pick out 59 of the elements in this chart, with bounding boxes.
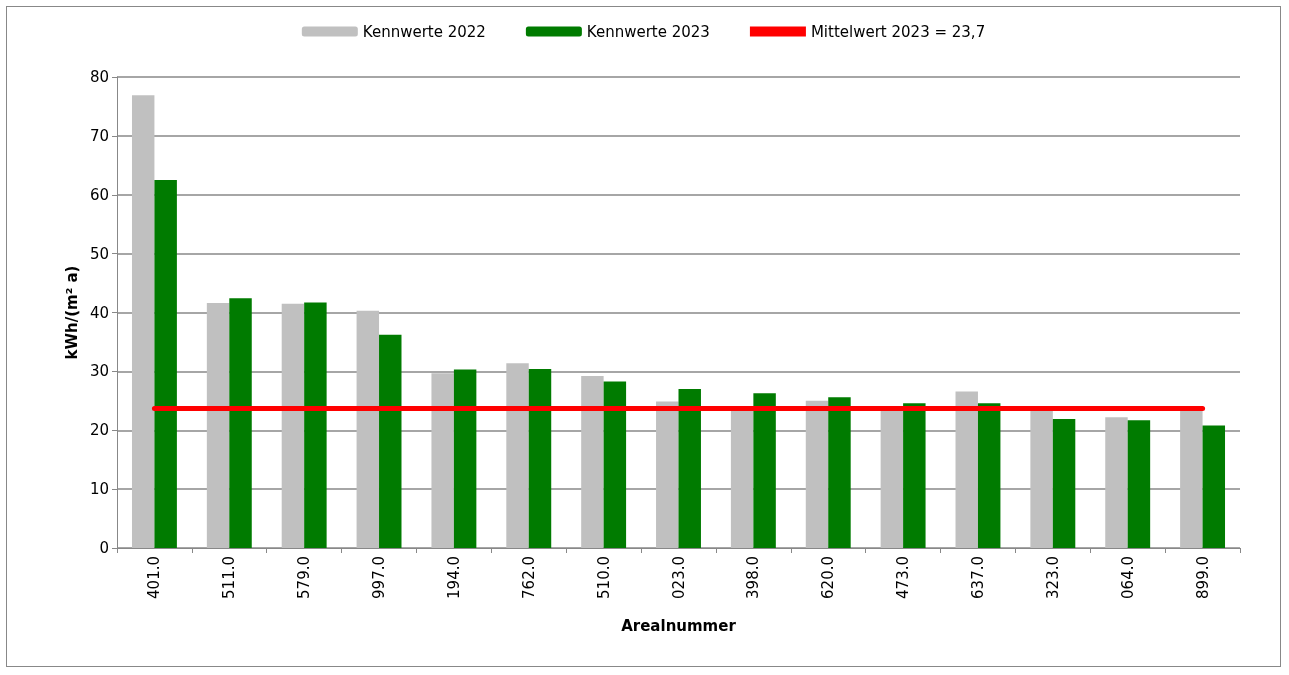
legend-label: Kennwerte 2022: [362, 22, 486, 41]
x-tick-label: 194.0: [444, 556, 463, 599]
y-tick-label: 50: [89, 244, 109, 263]
y-tick-label: 20: [89, 421, 109, 440]
bar: [1052, 419, 1076, 548]
bar: [431, 373, 454, 548]
bar: [955, 391, 978, 548]
bar: [506, 363, 529, 548]
bar: [1180, 409, 1203, 548]
x-tick-label: 398.0: [744, 556, 763, 599]
bar: [880, 409, 904, 548]
x-tick-label: 323.0: [1043, 556, 1062, 599]
x-tick-label: 637.0: [968, 556, 987, 599]
bar: [453, 369, 477, 548]
bar: [356, 310, 380, 548]
x-tick-label: 579.0: [295, 556, 314, 599]
bar: [304, 302, 327, 548]
bar: [656, 401, 679, 548]
bar: [528, 369, 552, 548]
bar: [229, 298, 252, 548]
bar: [1105, 417, 1128, 548]
bar: [903, 403, 926, 548]
x-axis-title: Arealnummer: [621, 616, 737, 635]
bar: [805, 400, 829, 548]
y-tick-label: 0: [99, 539, 109, 557]
bar: [281, 303, 305, 548]
x-tick-label: 511.0: [220, 556, 239, 599]
bar: [730, 409, 754, 548]
y-axis-title: kWh/(m² a): [62, 265, 81, 360]
y-tick-label: 30: [89, 362, 109, 381]
legend-label: Kennwerte 2023: [586, 22, 710, 41]
bar: [1127, 420, 1151, 548]
y-tick-label: 60: [89, 185, 109, 204]
x-tick-label: 899.0: [1193, 556, 1212, 599]
y-tick-label: 10: [89, 480, 109, 499]
bar: [379, 334, 402, 548]
bar: [828, 397, 851, 548]
bar: [1030, 409, 1053, 548]
x-tick-label: 401.0: [145, 556, 164, 599]
bar: [753, 393, 776, 548]
x-tick-label: 064.0: [1118, 556, 1137, 599]
bar: [603, 381, 627, 548]
x-tick-label: 762.0: [519, 556, 538, 599]
bar: [977, 403, 1001, 548]
x-tick-label: 023.0: [669, 556, 688, 599]
x-tick-label: 997.0: [370, 556, 389, 599]
bar: [678, 389, 701, 548]
x-tick-label: 510.0: [594, 556, 613, 599]
x-tick-label: 620.0: [819, 556, 838, 599]
bar: [154, 180, 177, 548]
bar: [206, 303, 230, 548]
legend-label: Mittelwert 2023 = 23,7: [810, 22, 986, 41]
y-tick-label: 70: [89, 126, 109, 145]
x-tick-label: 473.0: [894, 556, 913, 599]
bar: [581, 376, 604, 548]
y-tick-label: 80: [89, 68, 109, 86]
y-tick-label: 40: [89, 303, 109, 322]
bar: [131, 95, 155, 548]
bar: [1202, 425, 1226, 548]
